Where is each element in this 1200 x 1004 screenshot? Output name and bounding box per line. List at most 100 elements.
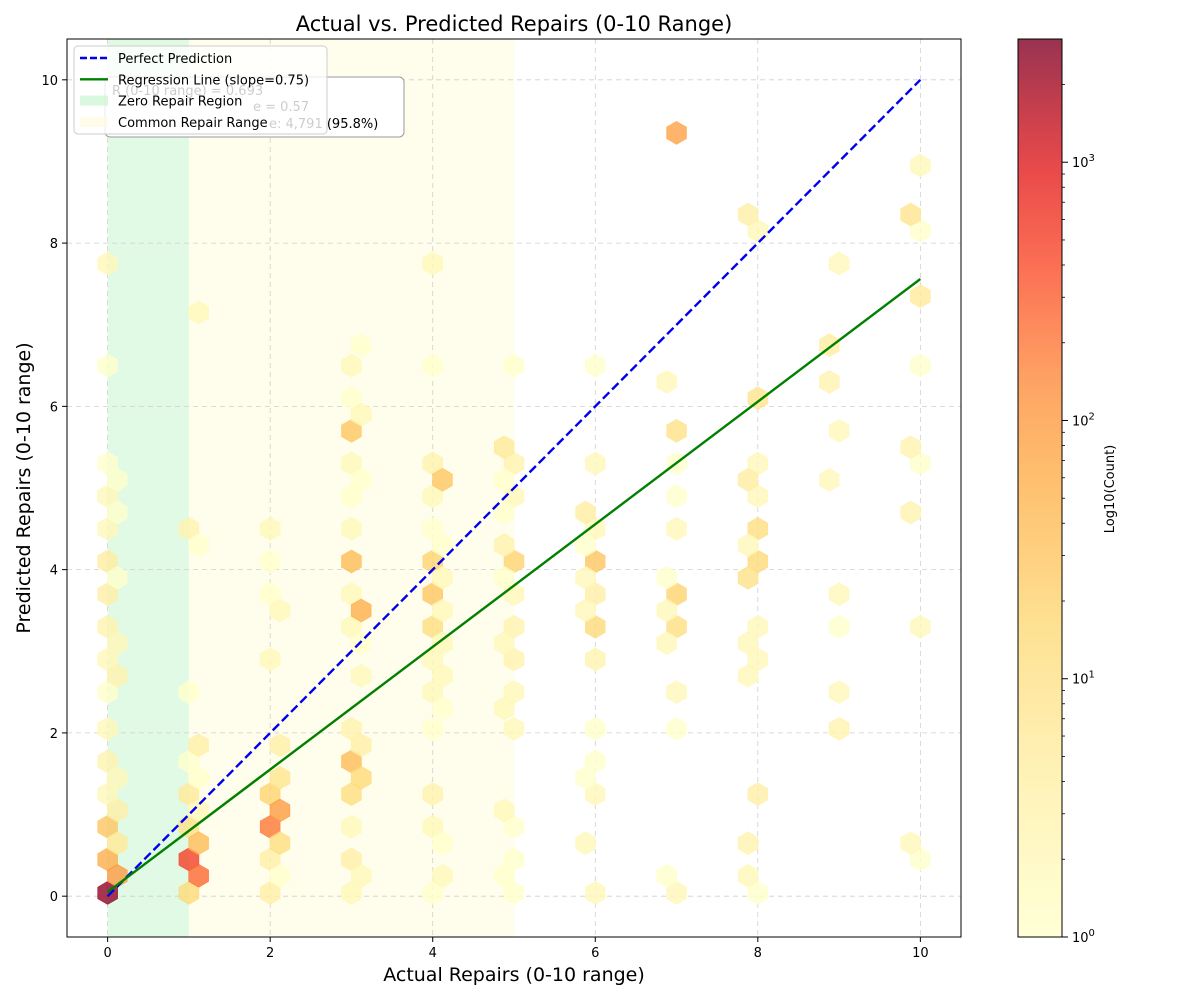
- hexbin-cell: [747, 782, 769, 806]
- hexbin-cell: [97, 716, 118, 741]
- hexbin-cell: [584, 353, 606, 378]
- hexbin-cell: [900, 435, 921, 460]
- colorbar-label: Log10(Count): [1103, 445, 1118, 534]
- hexbin-cell: [493, 696, 515, 721]
- hexbin-cell: [269, 798, 291, 823]
- hexbin-cell: [269, 733, 291, 758]
- hexbin-cell: [666, 419, 687, 443]
- hexbin-cell: [900, 831, 921, 855]
- legend-label: Regression Line (slope=0.75): [118, 73, 309, 88]
- y-axis-label: Predicted Repairs (0-10 range): [13, 342, 35, 633]
- hexbin-cell: [350, 467, 372, 492]
- legend-swatch: [80, 95, 108, 106]
- hexbin-cell: [188, 831, 209, 855]
- y-tick-label: 8: [50, 237, 58, 252]
- hexbin-cell: [828, 251, 850, 276]
- hexbin-cell: [341, 814, 362, 839]
- hexbin-cell: [107, 831, 128, 855]
- hexbin-cell: [737, 631, 759, 655]
- legend-frame: [73, 45, 328, 135]
- hexbin-cell: [493, 631, 515, 655]
- hexbin-cell: [269, 831, 291, 855]
- hexbin-cell: [666, 484, 687, 509]
- hexbin-cell: [350, 733, 372, 758]
- hexbin-cell: [188, 863, 209, 888]
- hexbin-cell: [666, 716, 687, 741]
- hexbin-cell: [737, 202, 759, 227]
- hexbin-cell: [97, 353, 118, 378]
- hexbin-cell: [107, 500, 128, 525]
- hexbin-cell: [656, 370, 678, 394]
- hexbin-cell: [493, 533, 515, 557]
- x-tick-label: 4: [429, 946, 437, 961]
- x-tick-label: 10: [912, 946, 929, 961]
- hexbin-cell: [188, 765, 209, 790]
- hexbin-cell: [259, 647, 281, 672]
- hexbin-cell: [575, 565, 596, 590]
- hexbin-cell: [737, 863, 759, 888]
- hexbin-cell: [107, 663, 128, 688]
- hexbin-cell: [656, 565, 678, 590]
- hexbin-cell: [432, 863, 453, 888]
- hexbin-cell: [269, 598, 291, 623]
- hexbin-cell: [575, 765, 596, 790]
- colorbar: Log10(Count) 100 101 102 103: [1017, 38, 1118, 946]
- hexbin-cell: [422, 353, 444, 378]
- hexbin-cell: [350, 333, 372, 357]
- hexbin-cell: [493, 435, 515, 460]
- hexbin-cell: [350, 402, 372, 427]
- hexbin-cell: [910, 284, 931, 309]
- x-tick-label: 6: [591, 946, 599, 961]
- colorbar-tick-label: 103: [1072, 153, 1095, 171]
- chart-title: Actual vs. Predicted Repairs (0-10 Range…: [296, 12, 733, 36]
- hexbin-cell: [503, 353, 525, 378]
- hexbin-cell: [188, 733, 209, 758]
- hexbin-cell: [493, 467, 515, 492]
- hexbin-cell: [350, 663, 372, 688]
- x-tick-label: 2: [266, 946, 274, 961]
- hexbin-cell: [656, 863, 678, 888]
- hexbin-cell: [503, 716, 525, 741]
- hexbin-cell: [341, 516, 362, 541]
- legend: Perfect Prediction Regression Line (slope…: [73, 45, 328, 135]
- hexbin-cell: [97, 251, 118, 276]
- y-tick-label: 2: [50, 727, 58, 742]
- hexbin-cell: [107, 765, 128, 790]
- colorbar-tick-label: 101: [1072, 670, 1095, 688]
- hexbin-layer: [97, 121, 931, 905]
- hexbin-cell: [666, 121, 687, 145]
- hexbin-cell: [341, 353, 362, 378]
- colorbar-tick-label: 100: [1072, 928, 1095, 946]
- hexbin-cell: [575, 500, 596, 525]
- legend-swatch: [80, 116, 108, 127]
- hexbin-cell: [900, 202, 921, 227]
- hexbin-cell: [828, 716, 850, 741]
- hexbin-cell: [432, 663, 453, 688]
- hexbin-cell: [188, 533, 209, 557]
- colorbar-tick-label: 102: [1072, 411, 1095, 429]
- hexbin-cell: [737, 467, 759, 492]
- legend-label: Zero Repair Region: [118, 95, 242, 110]
- hexbin-cell: [828, 680, 850, 704]
- legend-label: Perfect Prediction: [118, 52, 232, 67]
- hexbin-cell: [107, 631, 128, 655]
- hexbin-cell: [584, 716, 606, 741]
- hexbin-cell: [737, 831, 759, 855]
- plot-frame: [66, 38, 962, 938]
- hexbin-cell: [656, 631, 678, 655]
- hexbin-cell: [432, 631, 453, 655]
- plot-area: R (0-10 range) = 0.693e = 0.57e: 4,791 (…: [41, 38, 962, 961]
- hexbin-cell: [422, 782, 444, 806]
- hexbin-cell: [259, 549, 281, 574]
- hexbin-cell: [107, 565, 128, 590]
- hexbin-cell: [828, 614, 850, 639]
- hexbin-cell: [178, 680, 200, 704]
- hexbin-cell: [107, 798, 128, 823]
- hexbin-cell: [341, 549, 362, 574]
- y-tick-label: 6: [50, 400, 58, 415]
- hexbin-cell: [432, 467, 453, 492]
- hexbin-cell: [432, 831, 453, 855]
- hexbin-cell: [575, 831, 596, 855]
